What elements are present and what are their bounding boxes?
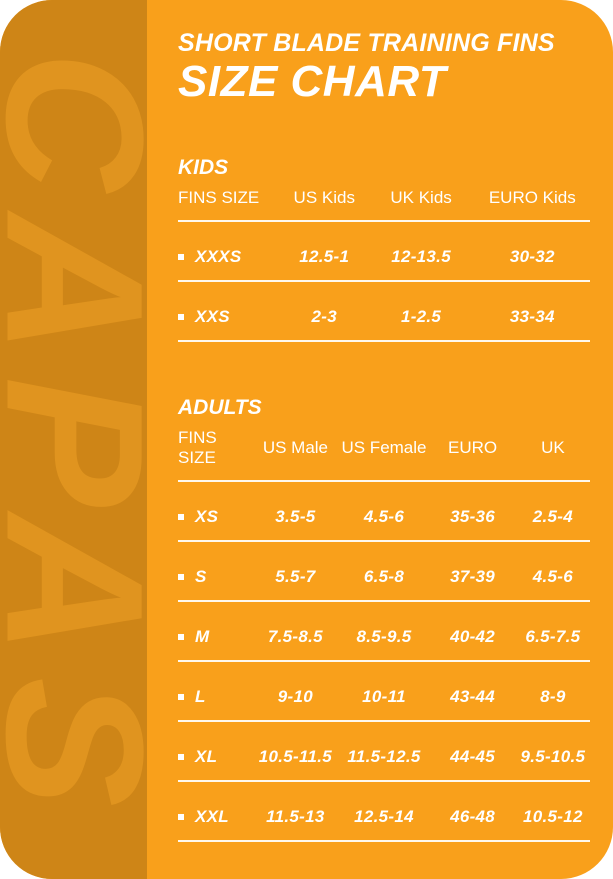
size-value: 12-13.5	[391, 246, 451, 266]
size-label-cell: XXXS	[178, 247, 281, 267]
kids-table-header: FINS SIZE US Kids UK Kids EURO Kids	[178, 188, 590, 222]
size-label-cell: XS	[178, 507, 252, 527]
bullet-square-icon	[178, 753, 184, 760]
kids-header-fins-size: FINS SIZE	[178, 187, 260, 207]
size-value: 9-10	[277, 686, 314, 706]
size-label-cell: L	[178, 687, 252, 707]
table-row: L 9-10 10-11 43-44 8-9	[178, 662, 590, 722]
size-value: 37-39	[450, 566, 496, 586]
adults-section-label: ADULTS	[178, 395, 262, 419]
size-label: XL	[195, 746, 218, 766]
bullet-square-icon	[178, 313, 184, 320]
adults-header-uk: UK	[541, 437, 565, 457]
size-value: 43-44	[450, 686, 496, 706]
size-label: S	[195, 566, 207, 586]
table-row: XL 10.5-11.5 11.5-12.5 44-45 9.5-10.5	[178, 722, 590, 782]
size-value: 33-34	[509, 306, 555, 326]
size-value: 6.5-7.5	[525, 626, 581, 646]
brand-side-band: CAPAS	[0, 0, 147, 879]
size-value: 12.5-1	[299, 246, 350, 266]
bullet-square-icon	[178, 633, 184, 640]
size-label: XS	[195, 506, 219, 526]
size-value: 7.5-8.5	[267, 626, 323, 646]
size-value: 4.5-6	[363, 506, 405, 526]
size-label-cell: XXS	[178, 307, 281, 327]
page-title: SIZE CHART	[178, 56, 447, 106]
bullet-square-icon	[178, 693, 184, 700]
size-label: XXXS	[195, 246, 242, 266]
chart-content: SHORT BLADE TRAINING FINS SIZE CHART KID…	[178, 29, 590, 879]
size-value: 8.5-9.5	[356, 626, 412, 646]
adults-header-us-male: US Male	[262, 437, 328, 457]
adults-header-fins-size: FINS SIZE	[178, 427, 217, 467]
size-label: L	[195, 686, 206, 706]
size-value: 2.5-4	[532, 506, 574, 526]
kids-header-euro: EURO Kids	[488, 187, 576, 207]
adults-header-us-female: US Female	[341, 437, 427, 457]
brand-watermark: CAPAS	[0, 50, 147, 829]
size-value: 11.5-12.5	[347, 746, 421, 766]
bullet-square-icon	[178, 513, 184, 520]
size-value: 44-45	[450, 746, 496, 766]
size-value: 46-48	[450, 806, 496, 826]
size-label: M	[195, 626, 210, 646]
table-row: M 7.5-8.5 8.5-9.5 40-42 6.5-7.5	[178, 602, 590, 662]
size-value: 40-42	[450, 626, 496, 646]
size-value: 10-11	[362, 686, 406, 706]
product-subtitle: SHORT BLADE TRAINING FINS	[178, 29, 555, 57]
size-value: 8-9	[540, 686, 566, 706]
size-label-cell: S	[178, 567, 252, 587]
size-value: 3.5-5	[275, 506, 316, 526]
size-value: 9.5-10.5	[520, 746, 586, 766]
size-label-cell: XXL	[178, 807, 252, 827]
size-value: 6.5-8	[363, 566, 405, 586]
size-label-cell: XL	[178, 747, 252, 767]
kids-section-label: KIDS	[178, 155, 229, 179]
kids-section: KIDS FINS SIZE US Kids UK Kids EURO Kids…	[178, 156, 590, 342]
size-value: 35-36	[450, 506, 496, 526]
size-value: 12.5-14	[354, 806, 414, 826]
size-label: XXS	[195, 306, 230, 326]
size-value: 2-3	[311, 306, 337, 326]
table-row: XXS 2-3 1-2.5 33-34	[178, 282, 590, 342]
bullet-square-icon	[178, 253, 184, 260]
table-row: XS 3.5-5 4.5-6 35-36 2.5-4	[178, 482, 590, 542]
table-row: XXXS 12.5-1 12-13.5 30-32	[178, 222, 590, 282]
adults-table-header: FINS SIZE US Male US Female EURO UK	[178, 428, 590, 482]
bullet-square-icon	[178, 573, 184, 580]
size-value: 11.5-13	[266, 806, 325, 826]
adults-header-euro: EURO	[447, 437, 498, 457]
size-value: 30-32	[509, 246, 555, 266]
size-label-cell: M	[178, 627, 252, 647]
kids-header-uk: UK Kids	[390, 187, 452, 207]
size-value: 4.5-6	[532, 566, 574, 586]
table-row: S 5.5-7 6.5-8 37-39 4.5-6	[178, 542, 590, 602]
kids-header-us: US Kids	[293, 187, 355, 207]
adults-section: ADULTS FINS SIZE US Male US Female EURO …	[178, 396, 590, 842]
size-value: 10.5-11.5	[258, 746, 333, 766]
size-value: 1-2.5	[400, 306, 442, 326]
bullet-square-icon	[178, 813, 184, 820]
size-value: 10.5-12	[523, 806, 583, 826]
size-value: 5.5-7	[275, 566, 316, 586]
size-label: XXL	[195, 806, 229, 826]
table-row: XXL 11.5-13 12.5-14 46-48 10.5-12	[178, 782, 590, 842]
